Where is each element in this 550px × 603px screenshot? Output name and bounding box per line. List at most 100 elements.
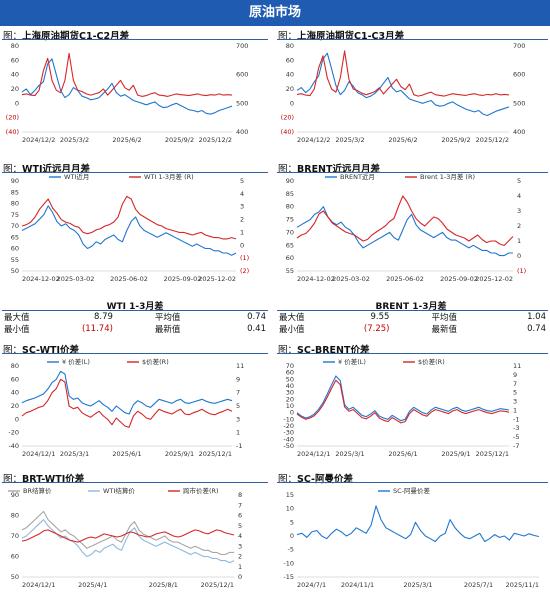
- divider: [2, 172, 268, 173]
- divider: [277, 39, 548, 40]
- panel-title-p2: 图：上海原油期货C1-C3月差: [278, 31, 405, 42]
- y2-tick-label: 4: [240, 190, 244, 198]
- stat-value: 1.04: [527, 312, 546, 322]
- stat-value: 0.41: [247, 324, 266, 334]
- stat-value: 9.55: [370, 312, 390, 322]
- y2-tick-label: 5: [238, 522, 242, 530]
- y-tick-label: 80: [286, 203, 294, 211]
- y-tick-label: 85: [286, 190, 294, 198]
- y-tick-label: 70: [286, 362, 294, 370]
- y-tick-label: -40: [283, 435, 294, 443]
- legend-label: $价差(R): [142, 357, 169, 366]
- chart-wti-spread: 90 85 80 75 70 65 60 55 50 5 4 3 2 1 0 (1) (2) 2024-12-02…: [11, 172, 250, 283]
- y2-tick-label: 2: [240, 216, 244, 224]
- y-tick-label: 65: [286, 241, 294, 249]
- y-tick-label: 5: [290, 518, 294, 526]
- x-tick-label: 2024-12-02: [297, 275, 335, 283]
- panel-title-p5: 图：SC-WTI价差: [3, 345, 80, 356]
- y2-tick-label: 6: [238, 512, 242, 520]
- y2-tick-label: 7: [236, 389, 240, 397]
- y2-tick-label: 7: [238, 501, 242, 509]
- x-tick-label: 2025/3/2: [60, 136, 89, 144]
- y-tick-label: -20: [8, 429, 19, 437]
- y-tick-label: 20: [11, 402, 19, 410]
- y-tick-label: 50: [11, 573, 19, 581]
- y-tick-label: 70: [11, 532, 19, 540]
- y2-tick-label: 0: [240, 241, 244, 249]
- chart-brt-wti-spread: 90 80 70 60 50 8 7 6 5 4 3 2 1 0 2024/12/1 2025/4/1 2025…: [8, 486, 242, 589]
- y-tick-label: 75: [11, 211, 19, 219]
- x-tick-label: 2025-09-02: [440, 275, 478, 283]
- x-tick-label: 2024/12/1: [297, 450, 330, 458]
- panel-title-p8: 图：SC-阿曼价差: [278, 474, 353, 485]
- y-tick-label: 60: [286, 254, 294, 262]
- y2-tick-label: 4: [238, 532, 242, 540]
- legend-label: WTI 1-3月差 (R): [144, 172, 194, 181]
- y-tick-label: -20: [283, 422, 294, 430]
- legend-label: WTI近月: [64, 172, 89, 181]
- stat-label: 最小值: [279, 325, 305, 335]
- y2-tick-label: (1): [240, 254, 249, 262]
- series-line: [21, 378, 233, 428]
- x-tick-label: 2025/3/1: [335, 450, 364, 458]
- series-line: [296, 379, 510, 424]
- y-tick-label: 20: [286, 85, 294, 93]
- legend-label: $价差(R): [418, 357, 445, 366]
- series-line: [296, 50, 510, 97]
- y-tick-label: 0: [15, 99, 19, 107]
- y2-tick-label: 3: [517, 207, 521, 215]
- x-tick-label: 2024-12-02: [22, 275, 60, 283]
- y-tick-label: (40): [6, 128, 19, 136]
- y-tick-label: 60: [286, 369, 294, 377]
- y-tick-label: 60: [11, 553, 19, 561]
- y2-tick-label: 0: [238, 573, 242, 581]
- y-tick-label: 50: [286, 375, 294, 383]
- y-tick-label: 90: [11, 491, 19, 499]
- x-tick-label: 2025-03-02: [57, 275, 95, 283]
- y-tick-label: 60: [11, 56, 19, 64]
- y-tick-label: 75: [286, 216, 294, 224]
- y2-tick-label: 5: [513, 389, 517, 397]
- y2-tick-label: 1: [240, 228, 244, 236]
- stat-value: 0.74: [247, 312, 266, 322]
- y-tick-label: 40: [286, 382, 294, 390]
- y-tick-label: 80: [11, 512, 19, 520]
- series-line: [296, 206, 513, 257]
- divider: [2, 482, 268, 483]
- y-tick-label: 70: [286, 228, 294, 236]
- series-line: [296, 52, 510, 117]
- brent-stats-title: BRENT 1-3月差: [375, 302, 447, 312]
- stat-label: 最大值: [279, 313, 305, 323]
- divider: [2, 310, 268, 311]
- stat-label: 最大值: [4, 313, 30, 323]
- stat-label: 平均值: [154, 313, 181, 323]
- y-tick-label: 0: [290, 409, 294, 417]
- y2-tick-label: 4: [517, 192, 521, 200]
- y-tick-label: (40): [281, 128, 294, 136]
- y2-tick-label: -1: [236, 442, 242, 450]
- y2-tick-label: 9: [513, 371, 517, 379]
- chart-sc-c1c3-spread: 80 60 40 20 0 (20) (40) 700 600 500 400 2024/12/2 20…: [281, 42, 526, 144]
- y-tick-label: 15: [286, 491, 294, 499]
- series-line: [296, 505, 540, 543]
- x-tick-label: 2025/8/1: [149, 581, 178, 589]
- series-line: [296, 195, 514, 247]
- stat-value: 0.74: [527, 324, 546, 334]
- x-tick-label: 2025/9/2: [441, 136, 470, 144]
- series-line: [296, 375, 510, 422]
- y2-tick-label: 1: [236, 429, 240, 437]
- y2-tick-label: 700: [513, 42, 525, 50]
- page-title: 原油市场: [248, 5, 301, 20]
- chart-sc-c1c2-spread: 80 60 40 20 0 (20) (40) 700 600 500 400 2024/12/2 20…: [6, 42, 249, 144]
- x-tick-label: 2024/11/1: [341, 581, 374, 589]
- legend-label: WTI结算价: [103, 486, 135, 495]
- divider: [277, 353, 548, 354]
- y-tick-label: -15: [283, 573, 294, 581]
- x-tick-label: 2025/4/1: [78, 581, 107, 589]
- x-tick-label: 2025-06-02: [110, 275, 148, 283]
- y-tick-label: 40: [11, 71, 19, 79]
- panel-title-p7: 图：BRT-WTI价差: [3, 474, 85, 485]
- y2-tick-label: 700: [236, 42, 248, 50]
- x-tick-label: 2025/3/1: [403, 581, 432, 589]
- x-tick-label: 2025/6/2: [388, 136, 417, 144]
